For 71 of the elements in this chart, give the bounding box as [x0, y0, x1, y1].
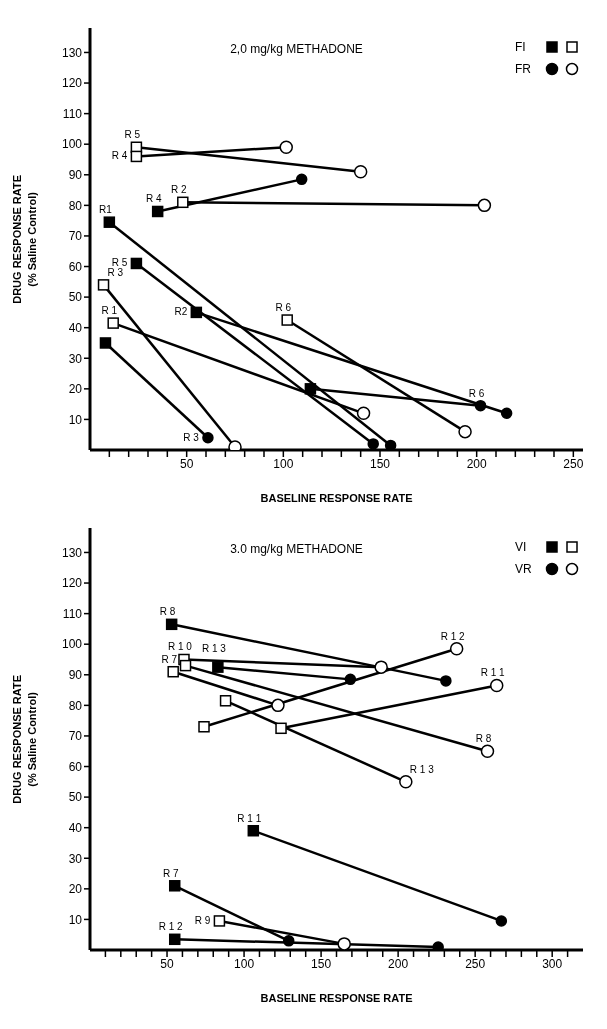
y-tick-label: 60 [68, 259, 83, 274]
y-tick-label: 70 [68, 229, 83, 244]
x-tick-label: 50 [160, 956, 175, 971]
annotation: R 1 2 [158, 921, 184, 933]
x-tick-label: 150 [311, 956, 332, 971]
annotation: R 1 1 [237, 812, 262, 824]
annotation: R 5 [111, 257, 128, 269]
legend-label: FI [515, 40, 527, 54]
y-tick-label: 80 [68, 198, 83, 213]
text: 3.0 mg/kg METHADONE [229, 542, 364, 556]
annotation: R 3 [107, 266, 124, 278]
y-tick-label: 30 [68, 351, 83, 366]
x-tick-label: 200 [388, 956, 409, 971]
x-tick-label: 100 [234, 956, 255, 971]
x-axis-title: BASELINE RESPONSE RATE [259, 492, 414, 504]
legend-label: FR [515, 62, 532, 76]
x-tick-label: 100 [273, 456, 294, 471]
y-axis-title: DRUG RESPONSE RATE (% Saline Control) [10, 174, 39, 304]
annotation: R 6 [275, 302, 292, 314]
annotation: R 1 1 [480, 667, 506, 679]
x-tick-label: 150 [369, 456, 391, 471]
annotation: R2 [174, 306, 188, 318]
y-tick-label: 50 [68, 290, 83, 305]
x-axis-title: BASELINE RESPONSE RATE [259, 992, 414, 1004]
annotation: R 7 [161, 653, 178, 665]
y-tick-label: 10 [68, 912, 83, 927]
y-tick-label: 110 [62, 106, 83, 121]
y-tick-label: 20 [68, 382, 83, 397]
x-tick-label: 250 [563, 456, 584, 471]
legend-label: VI [515, 540, 528, 554]
y-tick-label: 70 [68, 729, 83, 744]
y-tick-label: 30 [68, 851, 83, 866]
y-axis-title: DRUG RESPONSE RATE (% Saline Control) [10, 674, 39, 804]
annotation: R 3 [183, 431, 200, 443]
annotation: R 9 [194, 914, 211, 926]
annotation: R 1 2 [440, 630, 466, 642]
annotation: R 2 [171, 184, 188, 196]
y-tick-label: 120 [61, 76, 83, 91]
x-tick-label: 50 [179, 456, 194, 471]
y-tick-label: 90 [68, 668, 83, 683]
annotation: R 1 3 [201, 643, 227, 655]
annotation: R 1 3 [409, 763, 435, 775]
x-tick-label: 300 [542, 956, 563, 971]
y-tick-label: 90 [68, 168, 83, 183]
y-tick-label: 50 [68, 790, 83, 805]
y-tick-label: 110 [62, 606, 83, 621]
annotation: R 1 [101, 305, 118, 317]
y-tick-label: 10 [68, 412, 83, 427]
y-tick-label: 60 [68, 759, 83, 774]
annotation: R 6 [468, 387, 485, 399]
annotation: R1 [98, 204, 113, 216]
y-tick-label: 80 [68, 698, 83, 713]
x-tick-label: 200 [466, 456, 487, 471]
text: 2,0 mg/kg METHADONE [229, 42, 364, 56]
y-tick-label: 130 [61, 45, 83, 60]
y-tick-label: 20 [68, 882, 83, 897]
legend-label: VR [515, 562, 533, 576]
annotation: R 4 [145, 193, 162, 205]
annotation: R 5 [124, 129, 141, 141]
y-tick-label: 40 [68, 320, 83, 335]
y-tick-label: 100 [61, 137, 83, 152]
annotation: R 8 [475, 733, 492, 745]
annotation: R 7 [162, 867, 179, 879]
y-tick-label: 40 [68, 820, 83, 835]
y-tick-label: 130 [61, 545, 83, 560]
y-tick-label: 120 [61, 576, 83, 591]
y-tick-label: 100 [61, 637, 83, 652]
annotation: R 1 0 [168, 641, 193, 653]
annotation: R 8 [159, 606, 176, 618]
x-tick-label: 250 [465, 956, 486, 971]
annotation: R 4 [111, 150, 128, 162]
